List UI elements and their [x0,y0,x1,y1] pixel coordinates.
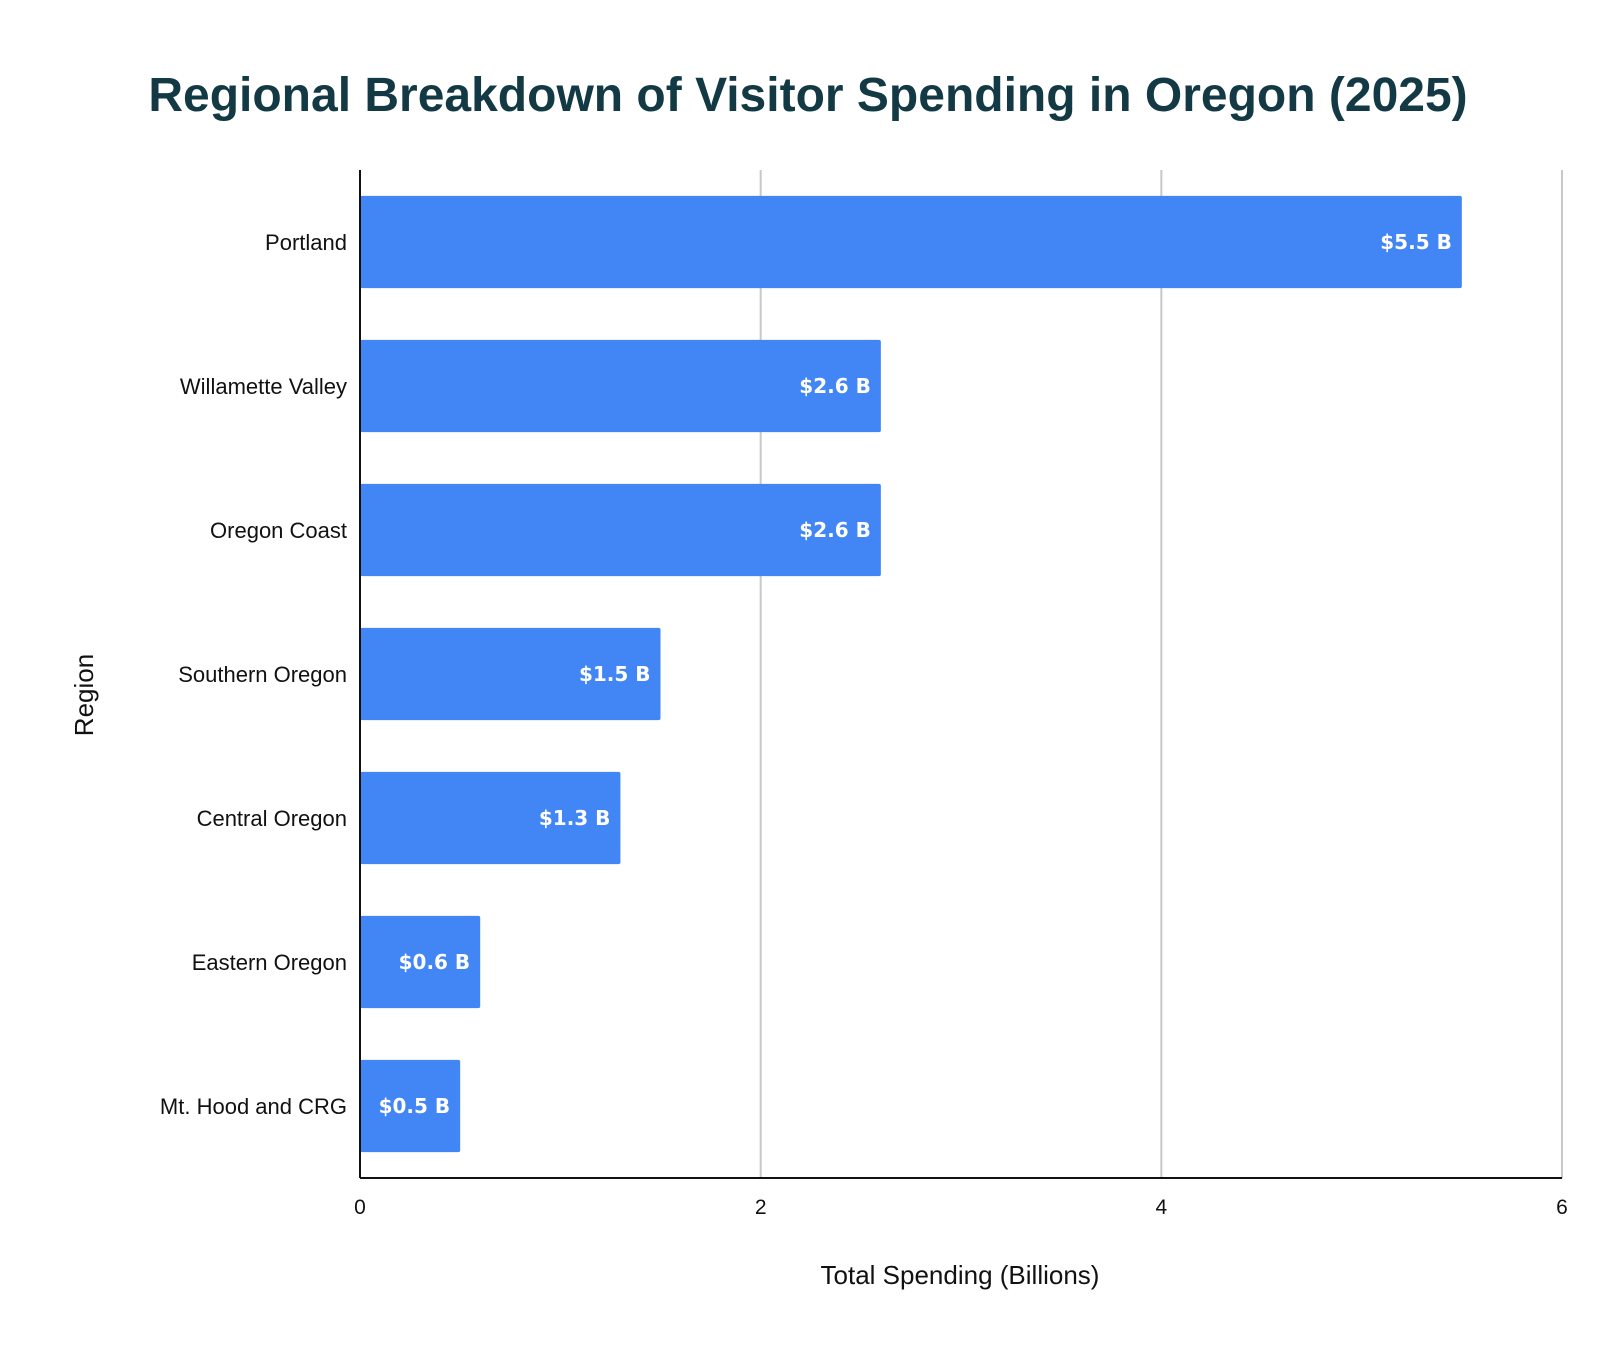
bar-value-label: $2.6 B [799,518,871,542]
category-label: Southern Oregon [178,662,347,687]
category-label: Mt. Hood and CRG [160,1094,347,1119]
bar [360,483,881,577]
category-label: Eastern Oregon [192,950,347,975]
x-tick-labels: 0 2 4 6 [354,1196,1568,1219]
bar-value-label: $1.3 B [539,806,611,830]
x-tick-label: 6 [1556,1196,1568,1219]
x-axis-title: Total Spending (Billions) [821,1260,1100,1290]
bar-value-label: $2.6 B [799,374,871,398]
bar [360,339,881,433]
x-tick-label: 0 [354,1196,366,1219]
chart-title: Regional Breakdown of Visitor Spending i… [148,69,1467,122]
category-label: Portland [265,230,347,255]
bar [360,1059,461,1153]
y-axis-title: Region [69,654,99,736]
bar-value-label: $1.5 B [579,662,651,686]
bar [360,195,1462,289]
bar [360,771,621,865]
bar-value-label: $5.5 B [1380,230,1452,254]
bar-value-label: $0.6 B [399,950,471,974]
category-label: Oregon Coast [210,518,347,543]
category-label: Willamette Valley [180,374,347,399]
bars: $5.5 B $2.6 B $2.6 B $1.5 B $1.3 B $0.6 B $0.5… [360,195,1462,1153]
bar [360,627,661,721]
bar-value-label: $0.5 B [379,1094,451,1118]
category-label: Central Oregon [197,806,347,831]
x-tick-label: 4 [1155,1196,1167,1219]
y-category-labels: Portland Willamette Valley Oregon Coast Sou… [160,230,347,1119]
bar [360,915,481,1009]
x-tick-label: 2 [755,1196,767,1219]
grid-lines [759,170,1563,1178]
axes [359,170,1562,1179]
